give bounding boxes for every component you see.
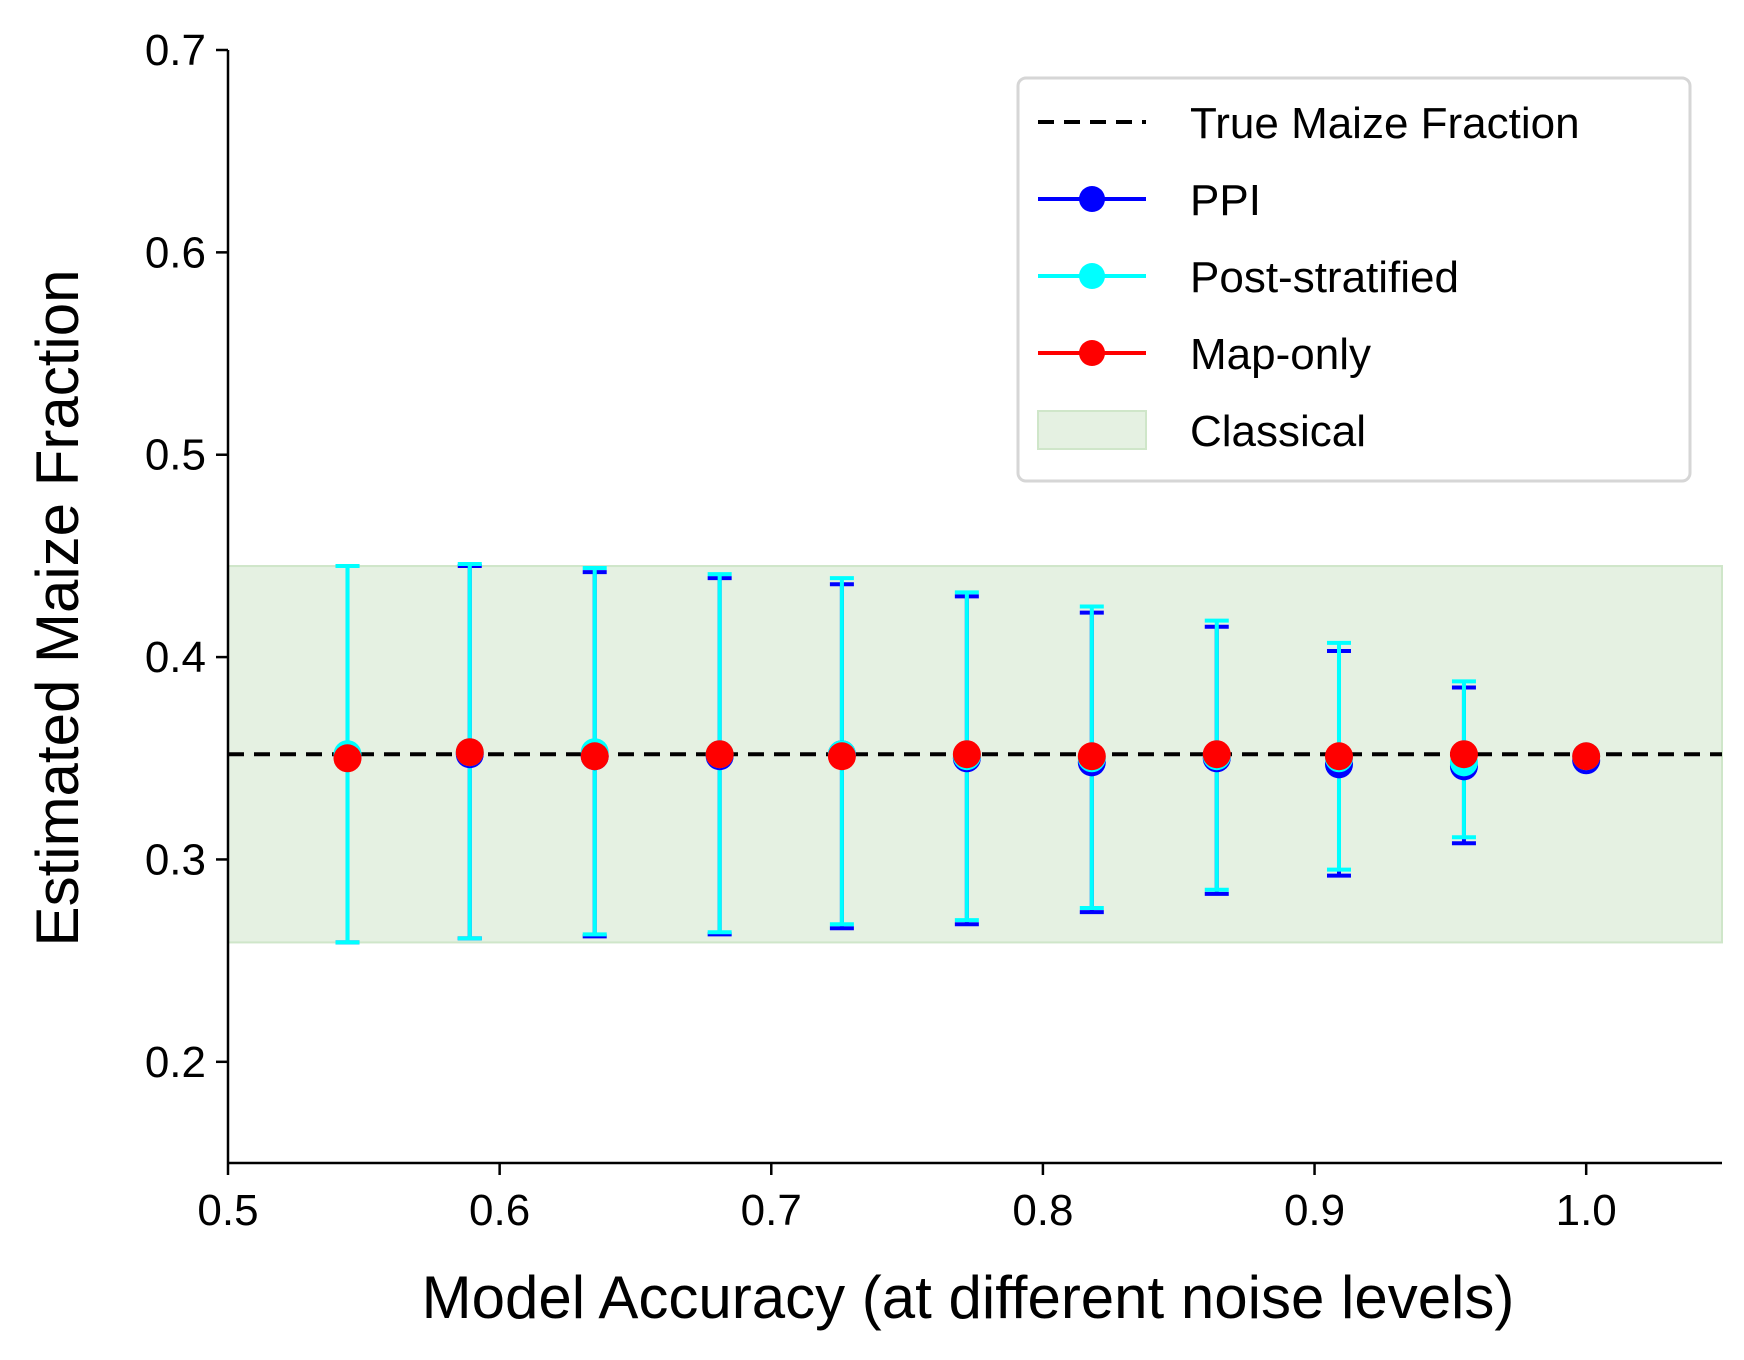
y-axis-label: Estimated Maize Fraction bbox=[24, 270, 91, 947]
x-tick-label: 0.7 bbox=[741, 1186, 802, 1235]
map-only-point bbox=[333, 744, 362, 773]
x-tick-label: 1.0 bbox=[1556, 1186, 1617, 1235]
legend-box bbox=[1016, 76, 1692, 483]
legend-item-ppi: PPI bbox=[1038, 176, 1261, 225]
map-only-point bbox=[1202, 740, 1231, 769]
legend-marker-swatch bbox=[1079, 340, 1105, 366]
legend-label: PPI bbox=[1190, 176, 1261, 225]
map-only-point bbox=[827, 742, 856, 771]
map-only-point bbox=[1324, 742, 1353, 771]
map-only-point bbox=[1572, 742, 1601, 771]
legend-item-true-maize-fraction: True Maize Fraction bbox=[1038, 99, 1580, 148]
map-only-point bbox=[580, 742, 609, 771]
map-only-point bbox=[1077, 742, 1106, 771]
legend-label: Post-stratified bbox=[1190, 253, 1459, 302]
map-only-point bbox=[455, 738, 484, 767]
map-only-point bbox=[952, 740, 981, 769]
legend-marker-swatch bbox=[1079, 263, 1105, 289]
map-only-point bbox=[1449, 740, 1478, 769]
legend-item-map-only: Map-only bbox=[1038, 330, 1371, 379]
x-tick-label: 0.6 bbox=[469, 1186, 530, 1235]
legend-label: Classical bbox=[1190, 407, 1366, 456]
legend-item-classical: Classical bbox=[1037, 407, 1366, 456]
ticks-layer: 0.5 0.6 0.7 0.8 0.9 1.0 0.2 0.3 0.4 0.5 0.6 0.7 bbox=[145, 26, 1617, 1235]
legend-label: True Maize Fraction bbox=[1190, 99, 1580, 148]
x-tick-label: 0.8 bbox=[1012, 1186, 1073, 1235]
y-tick-label: 0.4 bbox=[145, 633, 206, 682]
legend-patch-swatch bbox=[1037, 410, 1147, 450]
y-tick-label: 0.5 bbox=[145, 431, 206, 480]
x-tick-label: 0.5 bbox=[197, 1186, 258, 1235]
y-tick-label: 0.2 bbox=[145, 1038, 206, 1087]
y-tick-label: 0.7 bbox=[145, 26, 206, 75]
legend: True Maize Fraction PPI Post-stratified Map… bbox=[1016, 76, 1692, 483]
legend-item-post-stratified: Post-stratified bbox=[1038, 253, 1459, 302]
legend-label: Map-only bbox=[1190, 330, 1371, 379]
x-tick-label: 0.9 bbox=[1284, 1186, 1345, 1235]
x-axis-label: Model Accuracy (at different noise level… bbox=[422, 1264, 1515, 1331]
y-tick-label: 0.3 bbox=[145, 835, 206, 884]
map-only-point bbox=[705, 740, 734, 769]
axes-layer bbox=[226, 50, 1722, 1165]
y-tick-label: 0.6 bbox=[145, 228, 206, 277]
legend-marker-swatch bbox=[1079, 186, 1105, 212]
point-layer bbox=[333, 738, 1601, 781]
